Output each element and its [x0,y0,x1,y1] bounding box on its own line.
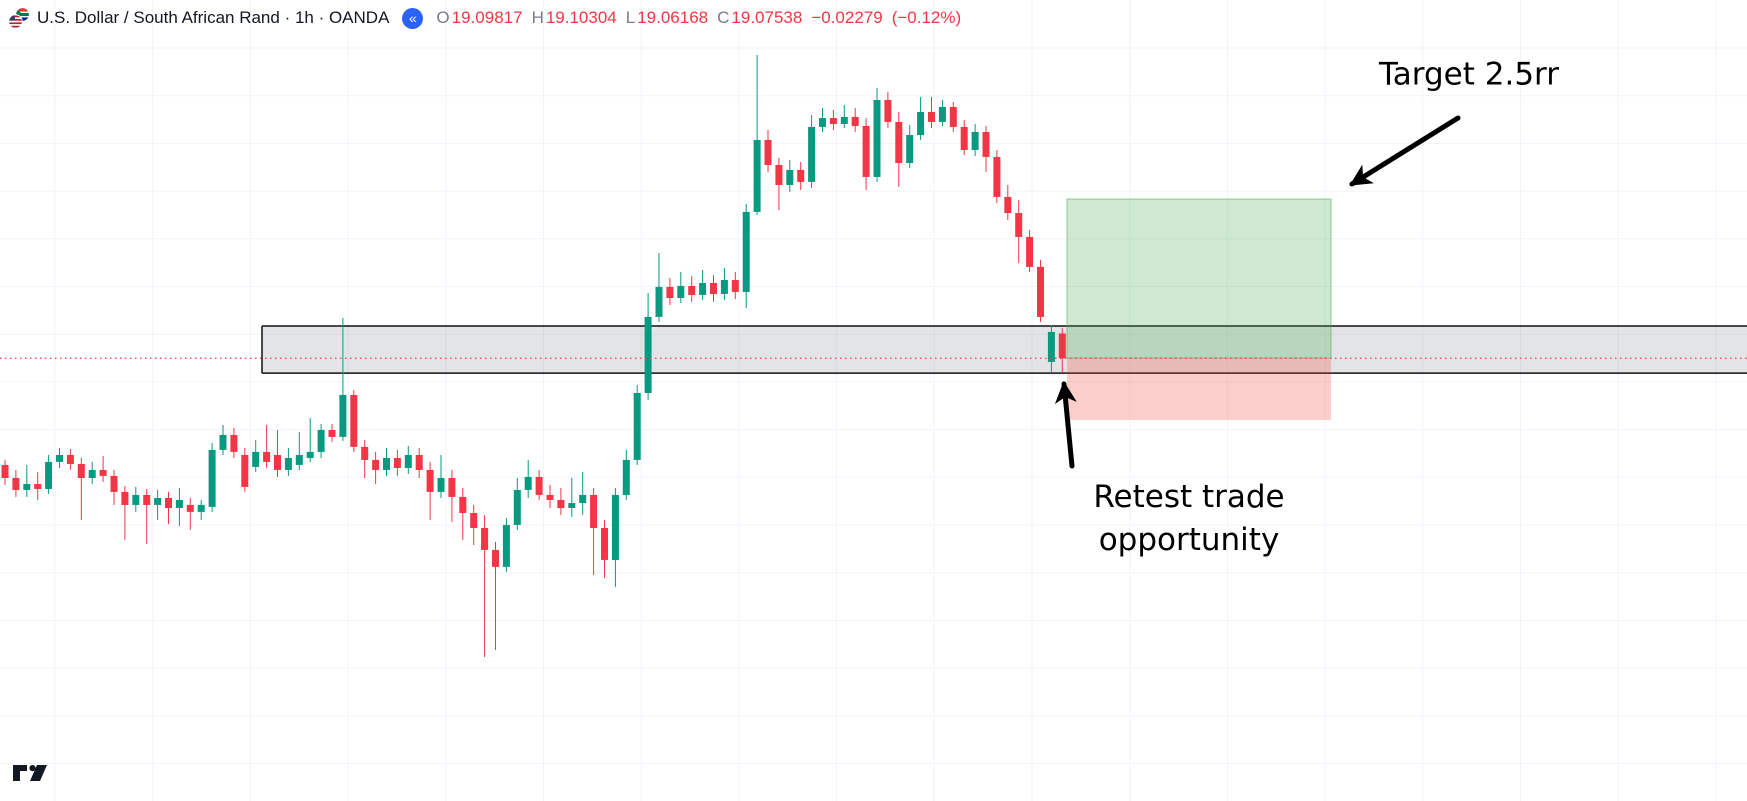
retest-arrow[interactable] [1054,381,1077,469]
jump-to-start-button[interactable]: « [402,7,424,29]
candlestick-series [1,54,1066,657]
us-flag-icon [8,14,23,29]
close-label: C [717,8,730,27]
tradingview-logo[interactable] [13,765,47,787]
symbol-title[interactable]: U.S. Dollar / South African Rand · 1h · … [37,8,390,27]
high-value: 19.10304 [545,8,617,27]
retest-annotation-label[interactable]: Retest trade opportunity [1093,479,1285,558]
open-label: O [436,8,450,27]
target-arrow[interactable] [1349,115,1461,187]
open-value: 19.09817 [451,8,523,27]
low-label: L [625,8,636,27]
long-position-drawing[interactable] [1066,198,1332,420]
change-percent: (−0.12%) [891,8,962,27]
change-value: −0.02279 [811,8,883,27]
symbol-legend: U.S. Dollar / South African Rand · 1h · … [8,7,961,29]
resistance-zone-drawing[interactable] [261,325,1747,374]
ohlc-readout: O 19.09817 H 19.10304 L 19.06168 C 19.07… [436,8,961,28]
close-value: 19.07538 [731,8,803,27]
low-value: 19.06168 [637,8,709,27]
usd-zar-flags-icon [8,7,30,29]
high-label: H [531,8,544,27]
target-annotation-label[interactable]: Target 2.5rr [1378,56,1560,93]
